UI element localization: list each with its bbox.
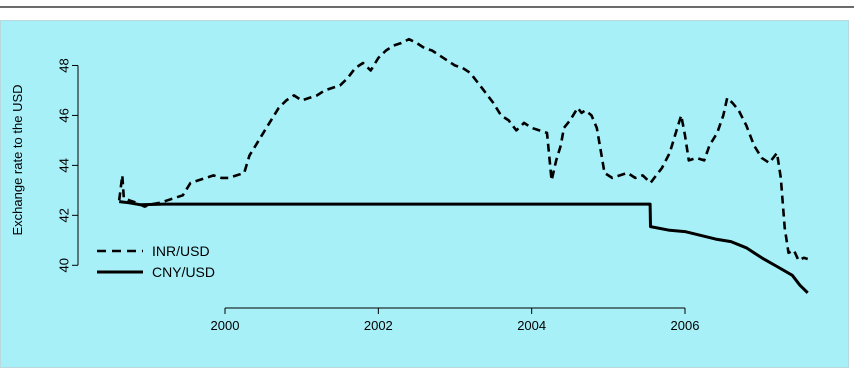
axes: 2000 2002 2004 2006 40 42 44 46 48: [56, 58, 699, 333]
top-border-line: [0, 6, 854, 8]
chart-panel: [0, 20, 849, 368]
series-line-cny-usd: [119, 200, 809, 294]
y-tick-label: 48: [56, 58, 71, 72]
series-line-inr-usd: [117, 37, 809, 262]
y-tick-label: 46: [56, 108, 71, 122]
legend: INR/USD CNY/USD: [97, 243, 215, 280]
x-tick-label: 2004: [517, 318, 546, 333]
legend-label: INR/USD: [152, 243, 210, 259]
y-tick-label: 40: [56, 258, 71, 272]
x-tick-label: 2006: [671, 318, 700, 333]
y-tick-label: 42: [56, 208, 71, 222]
x-tick-label: 2002: [364, 318, 393, 333]
y-tick-label: 44: [56, 158, 71, 172]
legend-label: CNY/USD: [152, 264, 215, 280]
y-axis-label: Exchange rate to the USD: [10, 84, 25, 235]
series-layer: [117, 37, 809, 294]
x-tick-label: 2000: [211, 318, 240, 333]
